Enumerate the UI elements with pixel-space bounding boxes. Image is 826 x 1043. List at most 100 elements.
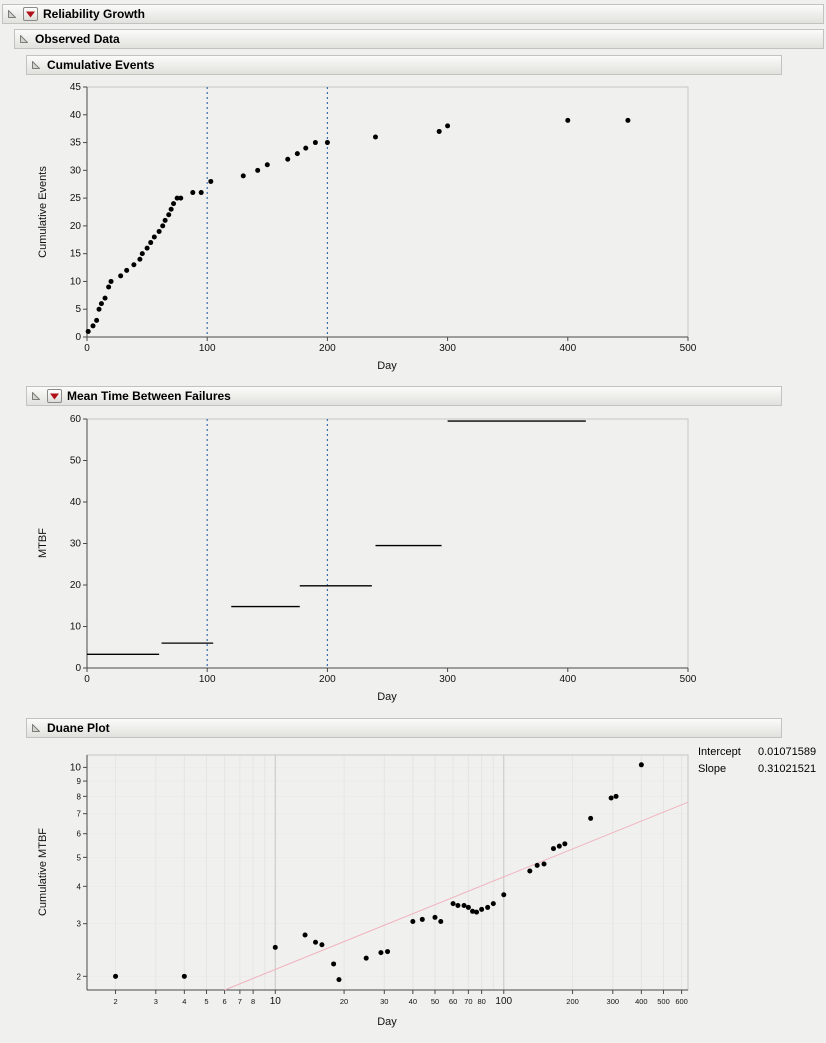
disclosure-open-icon[interactable] (19, 34, 30, 45)
data-point[interactable] (588, 815, 594, 821)
data-point[interactable] (331, 961, 337, 967)
data-point[interactable] (485, 904, 491, 910)
data-point[interactable] (608, 795, 614, 801)
data-point[interactable] (565, 117, 571, 123)
data-point[interactable] (319, 942, 325, 948)
data-point[interactable] (324, 140, 330, 146)
data-point[interactable] (302, 932, 308, 938)
data-point[interactable] (156, 228, 162, 234)
data-point[interactable] (166, 212, 172, 218)
data-point[interactable] (490, 901, 496, 907)
red-triangle-menu-button[interactable] (23, 7, 38, 21)
data-point[interactable] (313, 939, 319, 945)
data-point[interactable] (445, 123, 451, 129)
x-tick-label: 500 (657, 997, 670, 1006)
outline-header-reliability-growth[interactable]: Reliability Growth (2, 4, 824, 24)
data-point[interactable] (139, 251, 145, 257)
y-tick-label: 3 (77, 920, 82, 929)
data-point[interactable] (255, 167, 261, 173)
data-point[interactable] (474, 909, 480, 915)
disclosure-open-icon[interactable] (31, 723, 42, 734)
disclosure-open-icon[interactable] (31, 391, 42, 402)
data-point[interactable] (312, 140, 318, 146)
data-point[interactable] (118, 273, 124, 279)
cumulative-events-chart[interactable]: Cumulative Events Day 0 100 200 300 400 500 0 5… (30, 78, 730, 376)
data-point[interactable] (378, 950, 384, 956)
data-point[interactable] (385, 949, 391, 955)
data-point[interactable] (638, 762, 644, 768)
data-point[interactable] (108, 278, 114, 284)
data-point[interactable] (303, 145, 309, 151)
data-point[interactable] (410, 919, 416, 925)
data-point[interactable] (162, 217, 168, 223)
data-point[interactable] (98, 301, 104, 307)
outline-header-cumulative-events[interactable]: Cumulative Events (26, 55, 782, 75)
y-tick-label: 10 (70, 762, 82, 773)
outline-header-observed-data[interactable]: Observed Data (14, 29, 824, 49)
data-point[interactable] (336, 977, 342, 983)
x-tick-label: 3 (154, 997, 158, 1006)
data-point[interactable] (102, 295, 108, 301)
disclosure-open-icon[interactable] (31, 60, 42, 71)
data-point[interactable] (151, 234, 157, 240)
x-axis-title: Day (377, 691, 397, 703)
data-point[interactable] (198, 190, 204, 196)
data-point[interactable] (94, 317, 100, 323)
data-point[interactable] (613, 793, 619, 799)
data-point[interactable] (501, 892, 507, 898)
data-point[interactable] (438, 919, 444, 925)
data-point[interactable] (625, 117, 631, 123)
data-point[interactable] (436, 128, 442, 134)
data-point[interactable] (144, 245, 150, 251)
data-point[interactable] (106, 284, 112, 290)
data-point[interactable] (208, 178, 214, 184)
data-point[interactable] (124, 267, 130, 273)
outline-header-duane-plot[interactable]: Duane Plot (26, 718, 782, 738)
disclosure-open-icon[interactable] (7, 9, 18, 20)
data-point[interactable] (363, 955, 369, 961)
data-point[interactable] (450, 901, 456, 907)
data-point[interactable] (190, 190, 196, 196)
data-point[interactable] (372, 134, 378, 140)
data-point[interactable] (461, 903, 467, 909)
data-point[interactable] (527, 868, 533, 874)
data-point[interactable] (240, 173, 246, 179)
data-point[interactable] (264, 162, 270, 168)
data-point[interactable] (285, 156, 291, 162)
mtbf-chart[interactable]: MTBF Day 0 100 200 300 400 500 0 10 20 30 40 50 60 (30, 410, 730, 706)
data-point[interactable] (294, 151, 300, 157)
outline-title-reliability-growth: Reliability Growth (43, 7, 146, 21)
data-point[interactable] (90, 323, 96, 329)
data-point[interactable] (419, 916, 425, 922)
data-point[interactable] (168, 206, 174, 212)
data-point[interactable] (550, 846, 556, 852)
data-point[interactable] (470, 908, 476, 914)
duane-chart[interactable]: Cumulative MTBF Day 2 3 4 5 6 7 8 10 20 30 40 50 60 7… (30, 742, 730, 1040)
red-triangle-menu-button[interactable] (47, 389, 62, 403)
data-point[interactable] (556, 843, 562, 849)
data-point[interactable] (465, 904, 471, 910)
data-point[interactable] (171, 201, 177, 207)
x-tick-label: 300 (607, 997, 620, 1006)
data-point[interactable] (541, 861, 547, 867)
data-point[interactable] (272, 944, 278, 950)
data-point[interactable] (181, 973, 187, 979)
y-tick-label: 45 (70, 82, 82, 93)
data-point[interactable] (455, 903, 461, 909)
data-point[interactable] (85, 328, 91, 334)
outline-title-duane-plot: Duane Plot (47, 721, 110, 735)
data-point[interactable] (174, 195, 180, 201)
data-point[interactable] (160, 223, 166, 229)
outline-header-mtbf[interactable]: Mean Time Between Failures (26, 386, 782, 406)
data-point[interactable] (562, 841, 568, 847)
data-point[interactable] (131, 262, 137, 268)
data-point[interactable] (113, 973, 119, 979)
data-point[interactable] (178, 195, 184, 201)
data-point[interactable] (148, 240, 154, 246)
data-point[interactable] (479, 906, 485, 912)
intercept-row: Intercept 0.01071589 (698, 744, 816, 761)
data-point[interactable] (96, 306, 102, 312)
data-point[interactable] (432, 914, 438, 920)
data-point[interactable] (137, 256, 143, 262)
data-point[interactable] (534, 862, 540, 868)
